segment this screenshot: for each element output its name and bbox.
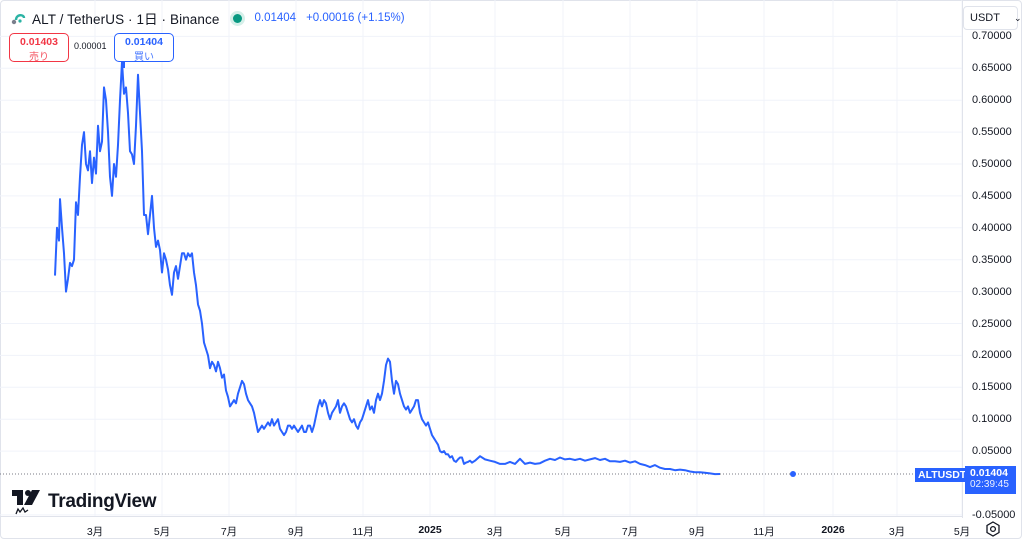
bar-countdown: 02:39:45 xyxy=(970,479,1009,490)
price-axis-label: 0.40000 xyxy=(972,221,1012,234)
time-axis-label: 11月 xyxy=(352,526,374,538)
time-axis-label: 7月 xyxy=(220,526,238,538)
last-point-marker xyxy=(790,471,796,478)
tradingview-logo[interactable]: TradingView xyxy=(12,488,157,516)
buy-price: 0.01404 xyxy=(125,36,163,48)
sell-price: 0.01403 xyxy=(20,36,58,48)
time-axis-label: 7月 xyxy=(621,526,639,538)
sell-button[interactable]: 0.01403 売り xyxy=(9,33,69,63)
buy-button[interactable]: 0.01404 買い xyxy=(114,33,174,63)
last-price-tag: 0.01404 02:39:45 xyxy=(965,466,1016,494)
price-axis[interactable] xyxy=(962,0,1024,518)
time-axis-label: 9月 xyxy=(688,526,706,538)
last-price-tag-value: 0.01404 xyxy=(970,467,1008,479)
price-axis-label: 0.55000 xyxy=(972,126,1012,139)
spread-value: 0.00001 xyxy=(74,41,107,51)
time-axis-label: 9月 xyxy=(287,526,305,538)
symbol-tag: ALTUSDT xyxy=(915,468,970,482)
price-axis-label: 0.05000 xyxy=(972,445,1012,458)
price-axis-label: 0.70000 xyxy=(972,30,1012,43)
market-status-dot-icon xyxy=(233,13,243,23)
price-axis-label: 0.10000 xyxy=(972,413,1012,426)
time-axis-label: 5月 xyxy=(554,526,572,538)
sell-label: 売り xyxy=(29,52,49,63)
price-axis-label: 0.35000 xyxy=(972,253,1012,266)
price-axis-label: 0.60000 xyxy=(972,94,1012,107)
time-axis-label: 5月 xyxy=(953,526,971,538)
tradingview-logo-icon xyxy=(12,490,40,515)
price-axis-label: -0.05000 xyxy=(972,508,1016,521)
currency-value: USDT xyxy=(970,12,1000,24)
time-axis-label: 3月 xyxy=(86,526,104,538)
price-axis-label: 0.45000 xyxy=(972,189,1012,202)
time-axis-label: 2026 xyxy=(821,524,845,536)
time-axis-label: 2025 xyxy=(418,524,442,536)
time-axis[interactable] xyxy=(0,516,962,541)
price-axis-label: 0.15000 xyxy=(972,381,1012,394)
price-line xyxy=(54,60,721,476)
chart-settings-gear-icon[interactable] xyxy=(983,519,1003,539)
price-axis-label: 0.50000 xyxy=(972,158,1012,170)
time-axis-label: 3月 xyxy=(486,526,504,538)
price-axis-label: 0.25000 xyxy=(972,317,1012,330)
chevron-down-icon: ⌄ xyxy=(1013,12,1022,23)
time-axis-label: 3月 xyxy=(888,526,906,538)
symbol-header: ALT / TetherUS · 1日 · Binance 0.01404 +0… xyxy=(10,8,405,28)
symbol-title[interactable]: ALT / TetherUS · 1日 · Binance xyxy=(32,12,220,27)
price-axis-label: 0.20000 xyxy=(972,349,1012,362)
buy-label: 買い xyxy=(134,52,154,63)
alt-coin-logo-icon xyxy=(10,10,26,26)
price-axis-label: 0.65000 xyxy=(972,62,1012,75)
time-axis-label: 11月 xyxy=(753,526,775,538)
time-axis-label: 5月 xyxy=(153,526,171,538)
last-price: 0.01404 xyxy=(254,12,297,24)
price-change: +0.00016 (+1.15%) xyxy=(306,12,405,24)
tradingview-wordmark: TradingView xyxy=(48,491,157,512)
price-axis-label: 0.30000 xyxy=(972,285,1012,298)
currency-selector[interactable]: USDT ⌄ xyxy=(963,6,1022,30)
price-chart[interactable] xyxy=(0,0,962,516)
